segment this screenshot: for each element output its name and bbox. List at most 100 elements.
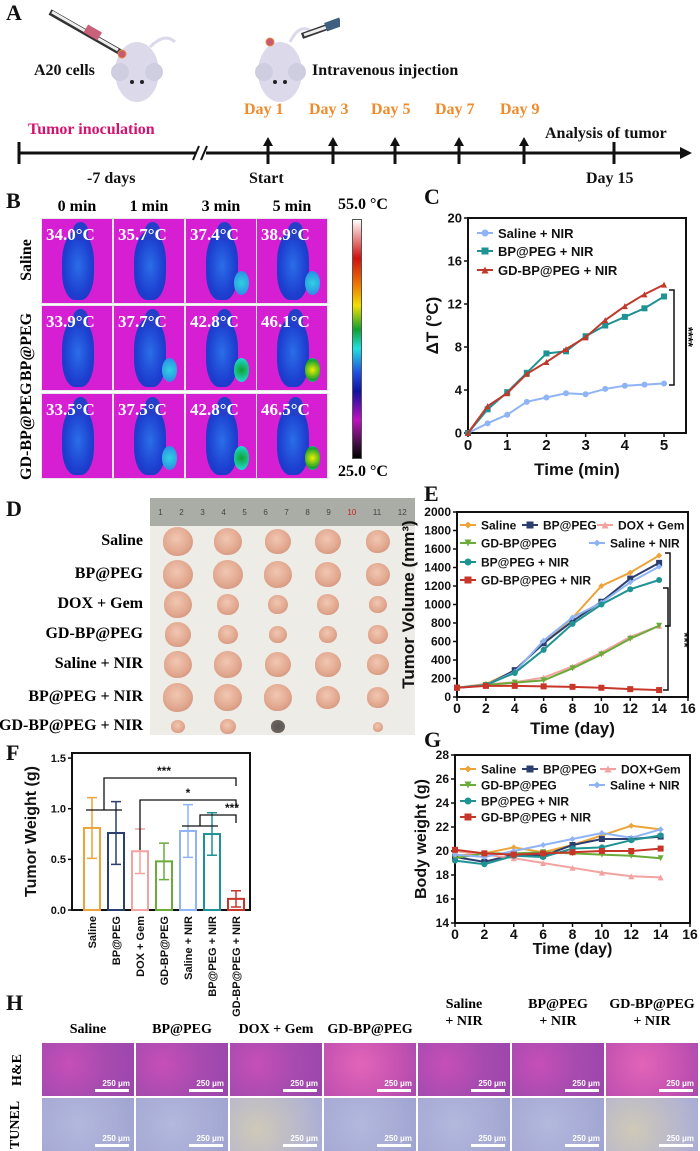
column-label-line: GD-BP@PEG [609, 997, 695, 1012]
data-point [628, 848, 635, 854]
data-point [523, 369, 530, 376]
injection-day-label: Day 9 [500, 101, 540, 118]
mouse-head-thermal [144, 397, 161, 416]
x-tick-label: 4 [511, 700, 519, 716]
data-point [656, 622, 663, 629]
scale-bar-label: 250 μm [666, 1134, 694, 1143]
data-point [481, 858, 488, 865]
x-tick-label: 8 [569, 926, 577, 942]
data-point [482, 681, 489, 688]
data-point [627, 575, 634, 582]
data-point [569, 836, 576, 842]
data-point [510, 851, 517, 858]
legend-label: GD-BP@PEG + NIR [481, 574, 591, 588]
x-tick-label: 16 [680, 700, 696, 716]
tumor-sample [315, 529, 341, 554]
series-bp-peg [454, 559, 663, 691]
legend-marker [593, 781, 601, 789]
tumor-sample [265, 652, 291, 677]
x-tick-label: 0 [451, 926, 459, 942]
y-tick-label: 0.0 [51, 905, 66, 917]
data-point [482, 681, 489, 688]
mouse-head-thermal [287, 222, 304, 241]
data-point [481, 861, 488, 868]
data-point [563, 348, 570, 355]
legend-marker [593, 539, 601, 547]
legend-marker [464, 797, 472, 805]
series-line [456, 554, 660, 689]
data-point [656, 687, 663, 694]
tunel-stain-image: 250 μm [418, 1098, 510, 1151]
ruler-tick-label: 5 [242, 507, 247, 517]
tumor-row-label: DOX + Gem [57, 595, 143, 612]
ruler: 1 2 3 4 5 6 7 8 9 10 11 12 [150, 498, 415, 526]
temperature-readout: 33.9°C [46, 312, 95, 331]
data-point [657, 845, 664, 852]
data-point [484, 420, 491, 427]
scale-bar [189, 1144, 223, 1147]
temperature-readout: 35.7°C [118, 225, 167, 244]
error-bar [207, 812, 217, 857]
data-point [510, 852, 517, 859]
injection-arrowhead-icon [454, 137, 464, 146]
x-tick-label: 6 [539, 926, 547, 942]
data-point [454, 684, 460, 691]
y-tick-label: 600 [431, 635, 451, 649]
plot-frame [454, 754, 691, 924]
mouse-body-thermal [61, 230, 94, 300]
y-tick-label: 200 [431, 672, 451, 686]
tumor-sample [171, 720, 185, 734]
ruler-tick-label: 11 [372, 507, 382, 517]
legend-label: Saline [481, 763, 517, 777]
legend-marker [464, 765, 472, 773]
column-label-line: + NIR [539, 1014, 577, 1029]
tunel-stain-image: 250 μm [230, 1098, 322, 1151]
y-tick-label: 800 [431, 616, 451, 630]
scale-bar [283, 1144, 317, 1147]
data-point [569, 620, 576, 627]
data-point [657, 826, 664, 833]
tumor-sample [164, 591, 192, 618]
data-point [598, 848, 605, 854]
data-point [598, 598, 605, 605]
mouse-head-thermal [287, 309, 304, 328]
tunel-stain-image: 250 μm [606, 1098, 698, 1151]
hot-spot [304, 271, 320, 295]
legend-marker [464, 576, 472, 584]
scale-bar [565, 1144, 599, 1147]
significance-bracket [103, 777, 237, 810]
x-tick-label: 1 [503, 437, 511, 454]
thermal-row-label: Saline [18, 239, 35, 281]
series-saline-nir [465, 380, 668, 436]
tumor-sample [214, 651, 242, 678]
mouse-head-thermal [72, 397, 89, 416]
x-axis-title: Time (day) [530, 719, 615, 738]
tumor-inoculation-label: Tumor inoculation [28, 121, 155, 138]
tumor-sample [366, 530, 390, 553]
data-point [657, 826, 664, 833]
series-gd-bp-peg [454, 622, 663, 691]
tumor-sample [316, 686, 340, 709]
mouse-body-thermal [133, 317, 166, 387]
thermal-image: 35.7°C [113, 218, 185, 304]
scale-bar-label: 250 μm [666, 1079, 694, 1088]
mouse-head-thermal [216, 309, 233, 328]
data-point [628, 834, 635, 841]
data-point [657, 855, 664, 862]
start-label: Start [249, 170, 284, 187]
scale-bar [565, 1089, 599, 1092]
data-point [482, 681, 489, 688]
significance-bracket [139, 799, 237, 850]
ruler-tick-label: 6 [263, 507, 268, 517]
column-label-line: Saline [445, 997, 483, 1012]
panel-label-h: H [6, 990, 24, 1015]
bar [179, 829, 197, 911]
injection-arrowhead-icon [328, 137, 338, 146]
mouse-icon-right [255, 27, 313, 102]
series-line [467, 295, 665, 434]
analysis-of-tumor-label: Analysis of tumor [545, 125, 667, 142]
data-point [656, 552, 663, 559]
legend-label: DOX + Gem [618, 519, 684, 533]
data-point [563, 346, 570, 353]
series-saline-nir [454, 563, 663, 691]
